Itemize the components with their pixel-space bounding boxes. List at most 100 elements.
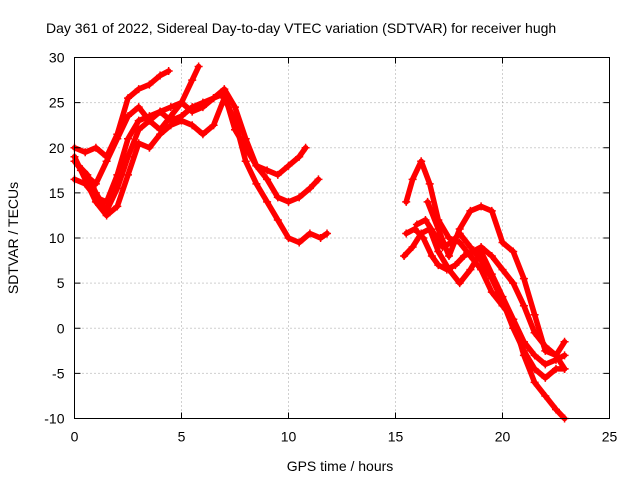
data-point-marker — [134, 85, 143, 94]
data-point-marker — [417, 157, 426, 166]
data-point-marker — [220, 94, 229, 103]
data-point-marker — [252, 179, 261, 188]
data-point-marker — [164, 67, 173, 76]
data-point-marker — [410, 224, 419, 233]
data-point-marker — [519, 301, 528, 310]
data-point-marker — [145, 112, 154, 121]
data-point-marker — [124, 94, 132, 103]
data-point-marker — [316, 234, 325, 242]
data-point-marker — [519, 346, 528, 355]
data-point-marker — [445, 252, 453, 261]
series-pass-b1 — [402, 157, 569, 423]
data-point-marker — [541, 373, 550, 382]
data-point-marker — [145, 143, 154, 152]
data-point-marker — [459, 252, 468, 261]
data-point-marker — [477, 202, 486, 211]
data-point-marker — [102, 211, 111, 220]
data-point-marker — [166, 121, 175, 130]
data-point-marker — [487, 274, 496, 283]
y-tick-label: 25 — [49, 95, 65, 111]
data-point-marker — [81, 148, 90, 157]
data-point-marker — [419, 234, 428, 242]
series-pass-b4 — [412, 215, 569, 382]
series-trace — [403, 158, 568, 422]
data-point-marker — [198, 103, 207, 112]
plot-frame — [74, 57, 610, 419]
data-point-marker — [487, 288, 496, 297]
data-point-marker — [113, 202, 122, 211]
data-point-marker — [560, 351, 569, 360]
data-point-marker — [295, 152, 304, 161]
x-tick-label: 20 — [495, 429, 511, 445]
data-point-marker — [434, 224, 443, 233]
x-axis-label: GPS time / hours — [287, 458, 394, 474]
data-point-marker — [295, 238, 304, 247]
data-point-marker — [541, 360, 550, 369]
data-point-marker — [323, 229, 332, 238]
data-point-marker — [451, 261, 460, 270]
data-point-marker — [156, 71, 165, 80]
data-point-marker — [498, 238, 507, 247]
data-point-marker — [284, 161, 293, 170]
chart-title: Day 361 of 2022, Sidereal Day-to-day VTE… — [46, 20, 556, 36]
data-point-marker — [177, 98, 186, 107]
data-point-marker — [408, 175, 417, 184]
data-point-marker — [421, 215, 430, 224]
data-point-marker — [487, 252, 496, 261]
data-point-marker — [400, 252, 409, 261]
data-point-marker — [134, 116, 143, 125]
data-point-marker — [305, 184, 314, 193]
data-point-marker — [241, 157, 250, 166]
data-point-marker — [434, 247, 443, 256]
data-point-marker — [509, 324, 518, 333]
data-point-marker — [284, 234, 293, 242]
x-tick-label: 10 — [281, 429, 297, 445]
data-point-marker — [541, 346, 550, 355]
data-point-marker — [198, 130, 207, 139]
data-point-marker — [263, 197, 272, 206]
data-point-marker — [102, 197, 111, 206]
y-tick-label: -5 — [52, 365, 65, 381]
data-point-marker — [113, 134, 122, 143]
data-point-marker — [423, 197, 432, 206]
data-point-marker — [314, 175, 323, 184]
data-point-marker — [124, 134, 132, 143]
data-point-marker — [552, 364, 560, 373]
data-point-marker — [434, 261, 443, 270]
data-point-marker — [509, 279, 518, 288]
data-point-marker — [530, 310, 539, 319]
data-point-marker — [91, 197, 100, 206]
y-axis-label: SDTVAR / TECUs — [5, 182, 21, 294]
data-point-marker — [145, 80, 154, 89]
y-tick-label: 0 — [57, 320, 65, 336]
data-point-marker — [124, 170, 132, 179]
data-point-marker — [466, 243, 475, 252]
y-tick-label: 30 — [49, 50, 65, 66]
data-point-marker — [402, 197, 411, 206]
data-point-marker — [273, 170, 282, 179]
data-point-marker — [209, 121, 218, 130]
data-point-marker — [477, 243, 486, 252]
data-point-marker — [91, 143, 100, 152]
data-point-marker — [194, 62, 203, 71]
data-point-marker — [541, 391, 550, 400]
series-trace — [71, 86, 322, 205]
data-point-marker — [455, 224, 464, 233]
data-point-marker — [430, 229, 439, 238]
data-point-marker — [412, 220, 421, 229]
data-point-marker — [231, 103, 239, 112]
y-tick-label: 5 — [57, 275, 65, 291]
series-trace — [71, 95, 330, 246]
data-point-marker — [301, 143, 310, 152]
data-point-marker — [552, 351, 560, 360]
data-point-marker — [166, 103, 175, 112]
series-pass-a5 — [70, 94, 332, 247]
data-point-marker — [241, 134, 250, 143]
data-point-marker — [177, 116, 186, 125]
data-point-marker — [509, 247, 518, 256]
data-point-marker — [83, 179, 92, 188]
data-point-marker — [427, 252, 436, 261]
data-point-marker — [530, 364, 539, 373]
y-tick-label: 20 — [49, 140, 65, 156]
data-point-marker — [487, 206, 496, 215]
